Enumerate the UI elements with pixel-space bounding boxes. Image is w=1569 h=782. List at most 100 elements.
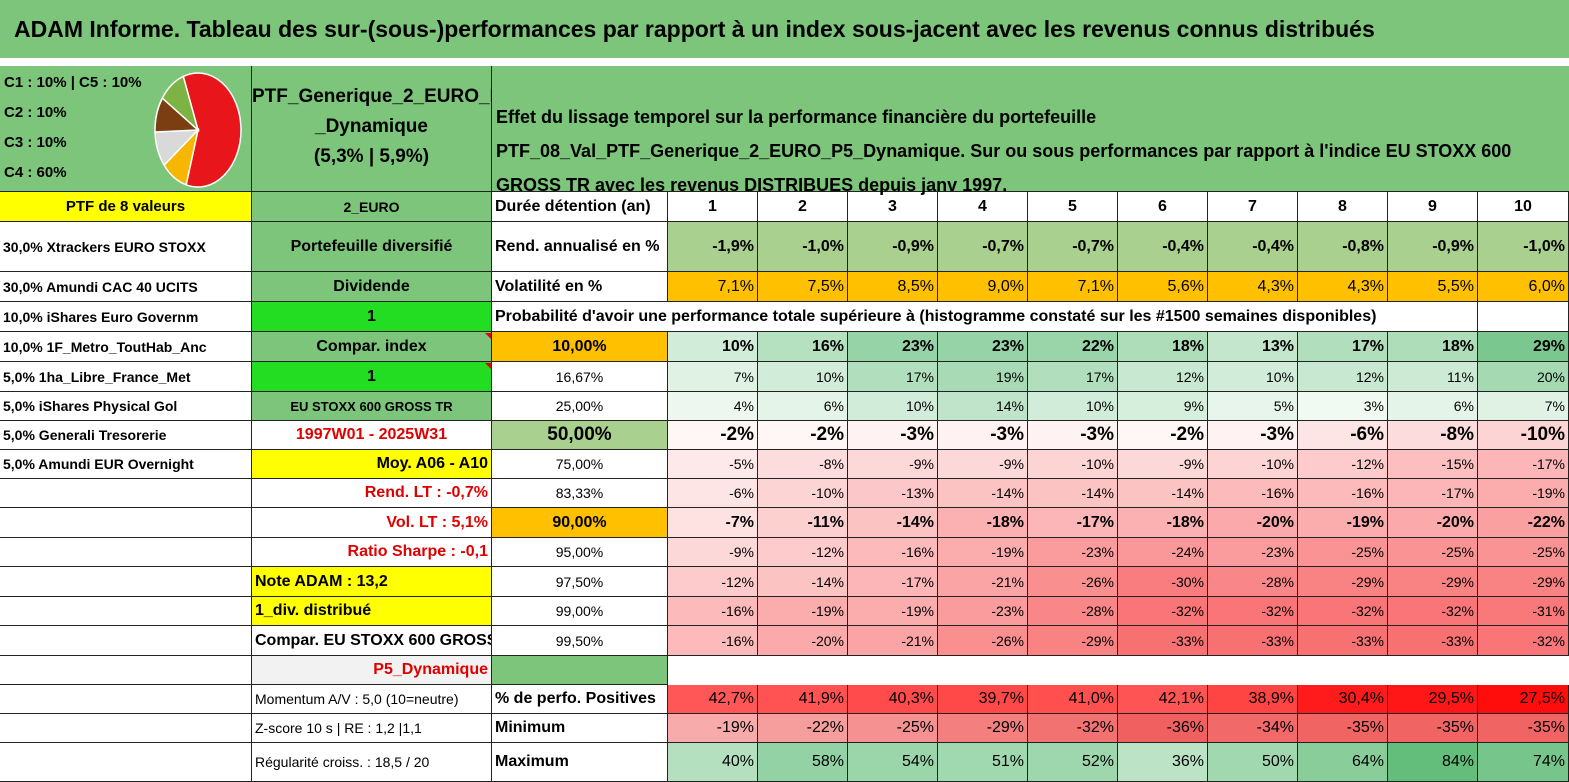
year-header: 1 <box>668 192 758 222</box>
quantile-value: -19% <box>848 597 938 626</box>
minimum-value: -35% <box>1298 714 1388 743</box>
pie-slice-c4 <box>182 72 242 188</box>
volatility-value: 7,1% <box>1028 272 1118 302</box>
quantile-value: 29% <box>1478 332 1569 362</box>
quantile-label: 97,50% <box>492 567 668 597</box>
quantile-value: -2% <box>1118 421 1208 450</box>
quantile-value: -14% <box>758 567 848 597</box>
annual-return-value: -0,8% <box>1298 222 1388 272</box>
regularity-label: Régularité croiss. : 18,5 / 20 <box>252 743 492 782</box>
quantile-value: -14% <box>1028 479 1118 508</box>
volatility-label: Volatilité en % <box>492 272 668 302</box>
zscore-label: Z-score 10 s | RE : 1,2 |1,1 <box>252 714 492 743</box>
minimum-label: Minimum <box>492 714 668 743</box>
quantile-value: -10% <box>1208 450 1298 479</box>
quantile-value: -16% <box>848 538 938 567</box>
empty-cell <box>0 508 252 538</box>
quantile-label: 99,50% <box>492 626 668 656</box>
adam-score: Note ADAM : 13,2 <box>252 567 492 597</box>
maximum-value: 54% <box>848 743 938 782</box>
quantile-value: -33% <box>1118 626 1208 656</box>
index-name: EU STOXX 600 GROSS TR <box>252 392 492 421</box>
quantile-value: -3% <box>1028 421 1118 450</box>
quantile-value: -26% <box>938 626 1028 656</box>
minimum-value: -29% <box>938 714 1028 743</box>
quantile-value: -20% <box>1388 508 1478 538</box>
empty-cell <box>0 743 252 782</box>
empty-cell <box>0 479 252 508</box>
quantile-value: 17% <box>1298 332 1388 362</box>
quantile-value: 18% <box>1388 332 1478 362</box>
volatility-value: 4,3% <box>1298 272 1388 302</box>
quantile-value: -2% <box>758 421 848 450</box>
empty-cell <box>0 656 252 685</box>
volatility-value: 4,3% <box>1208 272 1298 302</box>
year-header: 10 <box>1478 192 1569 222</box>
minimum-value: -35% <box>1478 714 1569 743</box>
page-title: ADAM Informe. Tableau des sur-(sous-)per… <box>0 0 1569 62</box>
quantile-value: -19% <box>1478 479 1569 508</box>
maximum-value: 52% <box>1028 743 1118 782</box>
quantile-value: -9% <box>668 538 758 567</box>
quantile-value: 20% <box>1478 362 1569 392</box>
quantile-value: 19% <box>938 362 1028 392</box>
quantile-value: -18% <box>938 508 1028 538</box>
quantile-value: 6% <box>1388 392 1478 421</box>
positive-ratio-value: 27,5% <box>1478 685 1569 714</box>
quantile-value: -21% <box>938 567 1028 597</box>
quantile-value: -19% <box>938 538 1028 567</box>
year-header: 6 <box>1118 192 1208 222</box>
quantile-value: -9% <box>1118 450 1208 479</box>
positive-ratio-value: 41,0% <box>1028 685 1118 714</box>
year-header: 9 <box>1388 192 1478 222</box>
quantile-value: -25% <box>1298 538 1388 567</box>
year-header: 5 <box>1028 192 1118 222</box>
holding-row: 5,0% Generali Tresorerie <box>0 421 252 450</box>
quantile-value: -17% <box>1028 508 1118 538</box>
quantile-value: -14% <box>848 508 938 538</box>
compar-eu-label: Compar. EU STOXX 600 GROSS TI <box>252 626 492 656</box>
quantile-value: 17% <box>1028 362 1118 392</box>
quantile-value: -16% <box>668 626 758 656</box>
quantile-value: 16% <box>758 332 848 362</box>
quantile-label: 95,00% <box>492 538 668 567</box>
quantile-value: -29% <box>1478 567 1569 597</box>
quantile-value: -3% <box>848 421 938 450</box>
maximum-value: 51% <box>938 743 1028 782</box>
positive-ratio-value: 42,7% <box>668 685 758 714</box>
maximum-value: 58% <box>758 743 848 782</box>
dividend-count: 1_div. distribué <box>252 597 492 626</box>
allocation-pie-chart <box>154 72 242 188</box>
quantile-value: -32% <box>1388 597 1478 626</box>
momentum-label: Momentum A/V : 5,0 (10=neutre) <box>252 685 492 714</box>
quantile-value: -19% <box>758 597 848 626</box>
quantile-value: 4% <box>668 392 758 421</box>
quantile-value: -2% <box>668 421 758 450</box>
quantile-value: -8% <box>1388 421 1478 450</box>
holding-row: 30,0% Xtrackers EURO STOXX <box>0 222 252 272</box>
quantile-value: -7% <box>668 508 758 538</box>
positive-ratio-value: 38,9% <box>1208 685 1298 714</box>
year-header: 2 <box>758 192 848 222</box>
quantile-value: 10% <box>1208 362 1298 392</box>
empty-cell <box>0 597 252 626</box>
annual-return-label: Rend. annualisé en % <box>492 222 668 272</box>
pie-slice-c3 <box>161 75 200 133</box>
quantile-value: -17% <box>1388 479 1478 508</box>
quantile-value: -14% <box>938 479 1028 508</box>
quantile-value: 11% <box>1388 362 1478 392</box>
profile-label: P5_Dynamique <box>252 656 492 685</box>
quantile-value: -22% <box>1478 508 1569 538</box>
sharpe-ratio: Ratio Sharpe : -0,1 <box>252 538 492 567</box>
quantile-value: -31% <box>1478 597 1569 626</box>
quantile-value: -33% <box>1298 626 1388 656</box>
holding-row: 10,0% iShares Euro Governm <box>0 302 252 332</box>
year-header: 3 <box>848 192 938 222</box>
holding-period-header: Durée détention (an) <box>492 192 668 222</box>
quantile-value: -29% <box>1388 567 1478 597</box>
quantile-value: -25% <box>1388 538 1478 567</box>
title-divider <box>0 62 1569 66</box>
annual-return-value: -0,4% <box>1118 222 1208 272</box>
holding-row: 5,0% iShares Physical Gol <box>0 392 252 421</box>
